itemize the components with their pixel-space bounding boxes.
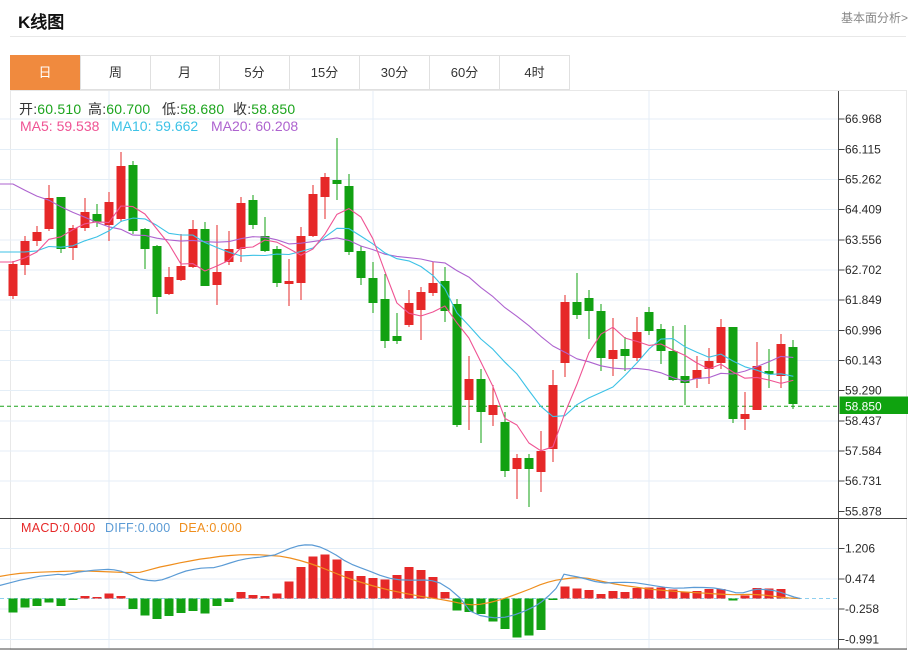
- svg-text:65.262: 65.262: [845, 173, 882, 187]
- svg-text:60.996: 60.996: [845, 323, 882, 337]
- svg-text:58.437: 58.437: [845, 414, 882, 428]
- svg-text:64.409: 64.409: [845, 203, 882, 217]
- svg-text:61.849: 61.849: [845, 293, 882, 307]
- svg-text:0.474: 0.474: [845, 572, 875, 586]
- svg-text:59.290: 59.290: [845, 384, 882, 398]
- svg-text:57.584: 57.584: [845, 444, 882, 458]
- svg-text:55.878: 55.878: [845, 504, 882, 518]
- svg-text:-0.991: -0.991: [845, 632, 879, 646]
- svg-text:56.731: 56.731: [845, 474, 882, 488]
- svg-text:63.556: 63.556: [845, 233, 882, 247]
- svg-text:-0.258: -0.258: [845, 602, 879, 616]
- svg-text:66.968: 66.968: [845, 112, 882, 126]
- svg-text:60.143: 60.143: [845, 354, 882, 368]
- svg-text:1.206: 1.206: [845, 542, 875, 556]
- svg-text:62.702: 62.702: [845, 263, 882, 277]
- svg-text:66.115: 66.115: [845, 142, 881, 156]
- svg-text:58.850: 58.850: [845, 399, 882, 413]
